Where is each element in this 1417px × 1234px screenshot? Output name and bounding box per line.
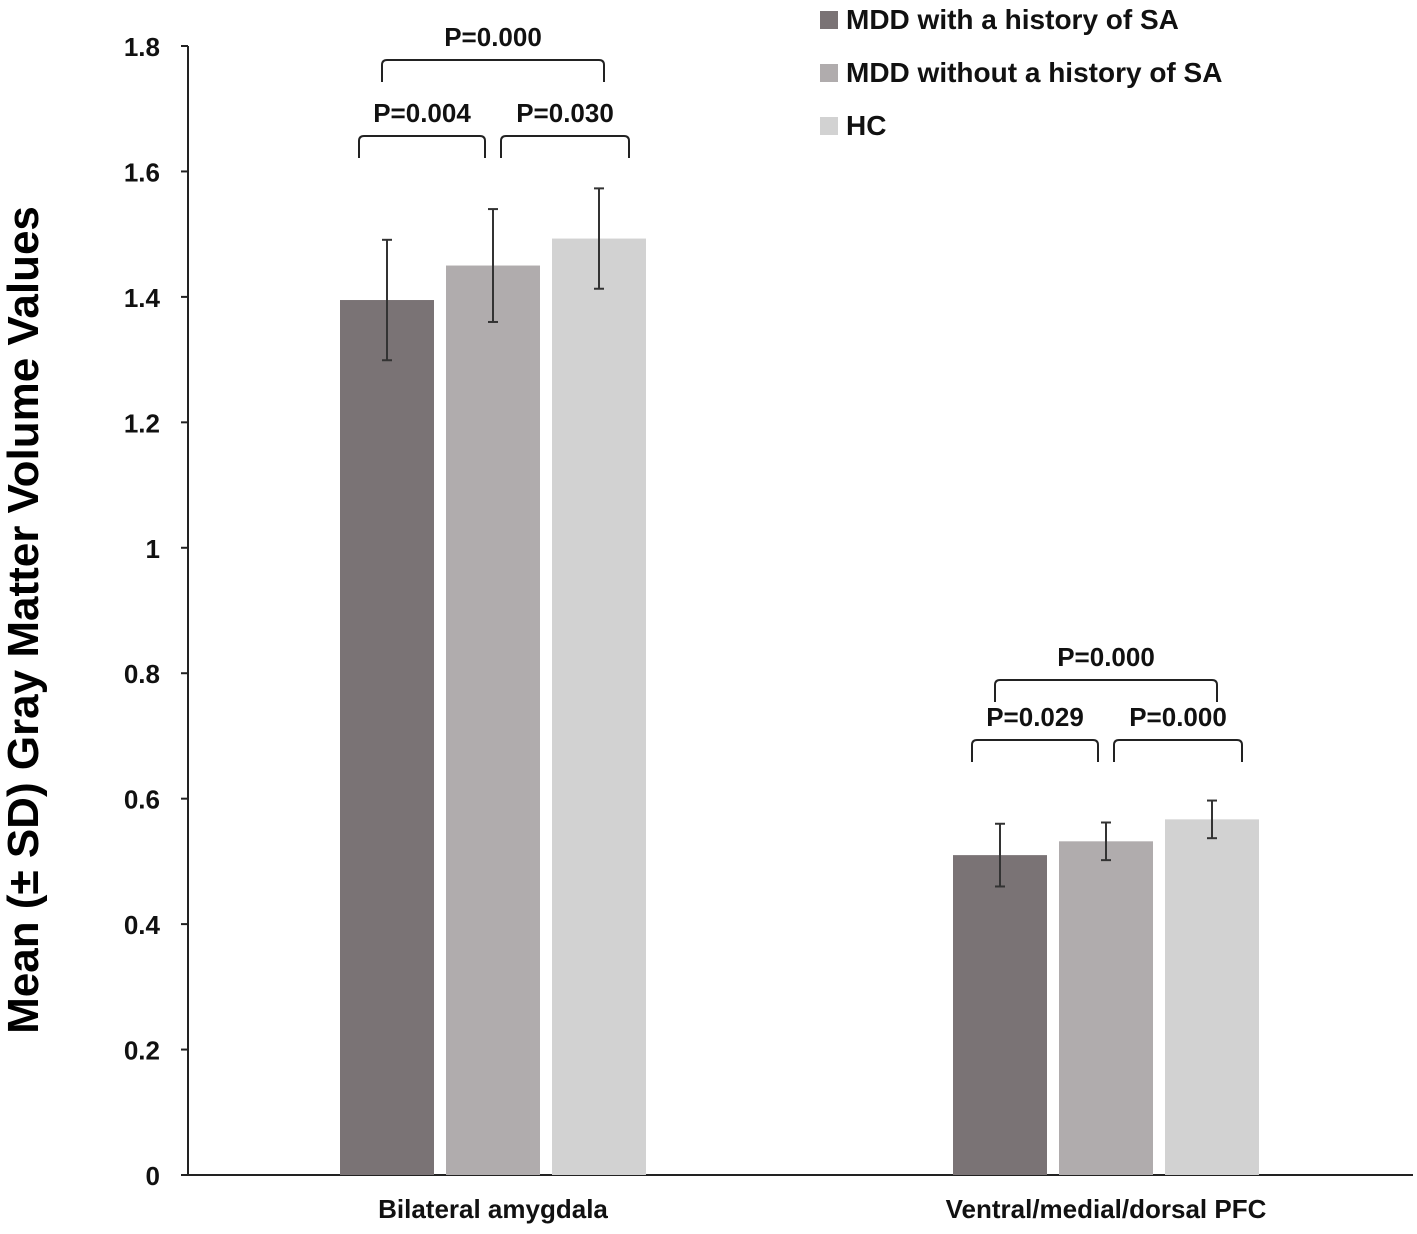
p-value-label: P=0.000 xyxy=(1129,702,1227,732)
legend-item-mdd-without-sa: MDD without a history of SA xyxy=(820,53,1222,93)
y-tick-label: 0.2 xyxy=(124,1036,160,1066)
legend-item-mdd-with-sa: MDD with a history of SA xyxy=(820,0,1179,40)
bar xyxy=(953,855,1047,1175)
x-tick-label: Bilateral amygdala xyxy=(378,1194,608,1224)
legend-label: MDD with a history of SA xyxy=(846,4,1179,35)
legend-swatch xyxy=(820,64,838,82)
y-tick-label: 0.6 xyxy=(124,785,160,815)
p-value-label: P=0.029 xyxy=(986,702,1084,732)
significance-bracket xyxy=(1113,739,1243,762)
bar xyxy=(552,238,646,1175)
y-tick-label: 1.6 xyxy=(124,157,160,187)
legend-swatch xyxy=(820,11,838,29)
x-tick-label: Ventral/medial/dorsal PFC xyxy=(946,1194,1267,1224)
significance-bracket xyxy=(500,135,630,158)
y-tick-label: 0 xyxy=(146,1161,160,1191)
y-tick-label: 0.8 xyxy=(124,659,160,689)
y-tick-label: 1.8 xyxy=(124,32,160,62)
bar xyxy=(1165,819,1259,1175)
y-tick-label: 1.4 xyxy=(124,283,161,313)
legend-label: HC xyxy=(846,110,887,141)
y-tick-label: 1 xyxy=(146,534,160,564)
legend-item-hc: HC xyxy=(820,106,886,146)
legend-swatch xyxy=(820,117,838,135)
bar xyxy=(446,265,540,1175)
bar xyxy=(340,300,434,1175)
significance-bracket xyxy=(971,739,1099,762)
significance-bracket xyxy=(358,135,486,158)
p-value-label: P=0.030 xyxy=(516,98,614,128)
significance-bracket xyxy=(381,59,605,82)
y-tick-label: 1.2 xyxy=(124,408,160,438)
p-value-label: P=0.000 xyxy=(1057,642,1155,672)
y-axis-label: Mean (± SD) Gray Matter Volume Values xyxy=(0,206,48,1034)
y-tick-label: 0.4 xyxy=(124,910,161,940)
p-value-label: P=0.000 xyxy=(444,22,542,52)
bar xyxy=(1059,841,1153,1175)
significance-bracket xyxy=(994,679,1218,702)
legend-label: MDD without a history of SA xyxy=(846,57,1223,88)
p-value-label: P=0.004 xyxy=(373,98,471,128)
